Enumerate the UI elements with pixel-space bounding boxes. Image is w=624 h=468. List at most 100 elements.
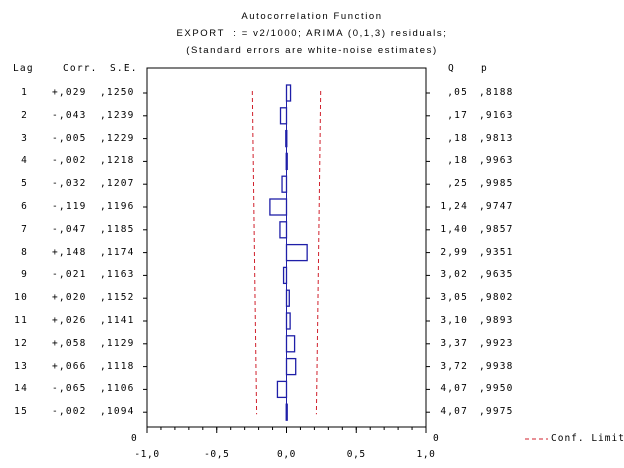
x-tick-label: 1,0 [416,449,436,460]
acf-bar [285,152,288,171]
chart-title: Autocorrelation Function [241,11,383,22]
se-label: ,1239 [100,109,135,121]
se-label: ,1174 [100,246,135,258]
se-label: ,1229 [100,132,135,144]
p-label: ,9351 [479,246,514,258]
header-lag: Lag [13,63,34,74]
q-label: 3,02 [440,269,468,281]
q-label: 1,24 [440,201,468,212]
conf-limit-lower [251,91,258,415]
acf-bar [285,357,297,376]
p-label: ,9747 [479,201,514,212]
acf-bar [285,335,296,353]
se-label: ,1250 [100,87,135,98]
corr-label: +,020 [52,292,87,304]
p-label: ,9923 [479,337,514,349]
legend-label: Conf. Limit [551,433,624,444]
p-label: ,9163 [479,109,514,121]
corr-label: +,026 [52,315,87,326]
x-tick-label: 0,0 [277,449,296,460]
corr-label: +,029 [52,87,87,98]
corr-label: -,119 [52,201,87,212]
acf-bar [285,129,288,148]
se-label: ,1196 [100,201,135,212]
se-label: ,1118 [100,360,135,372]
lag-label: 14 [14,383,28,395]
corr-label: -,021 [52,269,87,281]
q-label: ,17 [447,109,468,121]
se-label: ,1141 [100,315,135,326]
corr-label: +,066 [52,360,87,372]
acf-bar [279,221,288,239]
acf-bar [279,107,288,125]
lag-label: 3 [21,132,28,144]
p-label: ,9802 [479,292,514,304]
corr-label: -,065 [52,383,87,395]
se-label: ,1152 [100,292,135,304]
q-label: 1,40 [440,223,468,235]
corr-label: +,148 [52,246,87,258]
q-label: ,18 [447,132,468,144]
acf-bar [276,380,288,399]
lag-label: 2 [21,109,28,121]
header-se: S.E. [110,63,138,74]
origin-label-left: 0 [131,433,138,444]
corr-label: -,047 [52,223,87,235]
conf-limit-upper [315,91,322,415]
header-q: Q [448,63,455,74]
se-label: ,1185 [100,223,135,235]
se-label: ,1207 [100,178,135,190]
q-label: 4,07 [440,406,468,418]
q-label: 3,72 [440,360,468,372]
corr-label: -,005 [52,132,87,144]
p-label: ,9635 [479,269,514,281]
corr-label: -,002 [52,155,87,167]
lag-label: 1 [21,87,28,98]
q-label: 3,10 [440,315,468,326]
x-tick-label: -1,0 [134,449,160,460]
lag-label: 10 [14,292,28,304]
p-label: ,9963 [479,155,514,167]
q-label: 2,99 [440,246,468,258]
se-label: ,1218 [100,155,135,167]
lag-label: 7 [21,223,28,235]
header-corr: Corr. [63,63,98,74]
acf-bar [282,266,288,285]
q-label: 4,07 [440,383,468,395]
lag-label: 6 [21,201,28,212]
se-label: ,1163 [100,269,135,281]
corr-label: -,043 [52,109,87,121]
chart-subtitle: EXPORT : = v2/1000; ARIMA (0,1,3) residu… [176,28,448,39]
acf-bar [285,84,292,102]
lag-label: 15 [14,406,28,418]
q-label: ,25 [447,178,468,190]
header-p: p [481,63,488,74]
lag-label: 5 [21,178,28,190]
p-label: ,9975 [479,406,514,418]
acf-bar [269,198,288,216]
lag-label: 13 [14,360,28,372]
acf-bar [281,175,288,193]
x-tick-label: 0,5 [346,449,366,460]
se-label: ,1129 [100,337,135,349]
lag-label: 11 [14,315,28,326]
corr-label: +,058 [52,337,87,349]
q-label: 3,05 [440,292,468,304]
acf-bar [285,289,290,307]
q-label: ,05 [447,87,468,98]
se-label: ,1106 [100,383,135,395]
p-label: ,8188 [479,87,514,98]
corr-label: -,032 [52,178,87,190]
corr-label: -,002 [52,406,87,418]
lag-label: 4 [21,155,28,167]
acf-bar [285,403,288,421]
chart-note: (Standard errors are white-noise estimat… [186,45,438,56]
p-label: ,9893 [479,315,514,326]
q-label: 3,37 [440,337,468,349]
p-label: ,9985 [479,178,514,190]
lag-label: 12 [14,337,28,349]
p-label: ,9857 [479,223,514,235]
p-label: ,9813 [479,132,514,144]
acf-bar [285,312,291,330]
